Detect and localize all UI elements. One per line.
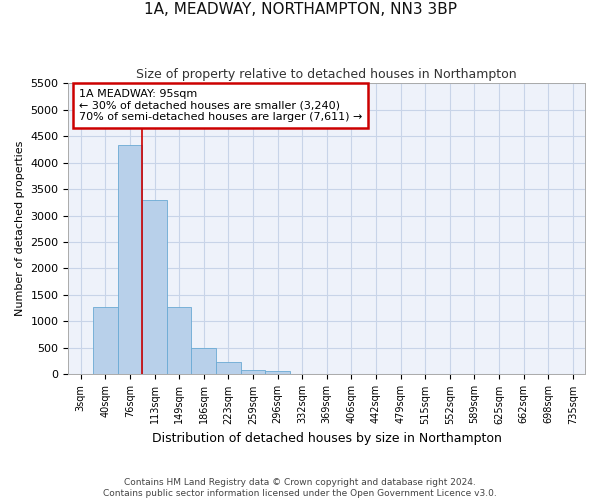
Bar xyxy=(167,306,191,374)
Bar xyxy=(118,145,142,374)
Text: Contains HM Land Registry data © Crown copyright and database right 2024.
Contai: Contains HM Land Registry data © Crown c… xyxy=(103,478,497,498)
Bar xyxy=(191,348,216,374)
Bar xyxy=(216,362,241,374)
Text: 1A, MEADWAY, NORTHAMPTON, NN3 3BP: 1A, MEADWAY, NORTHAMPTON, NN3 3BP xyxy=(143,2,457,18)
Bar xyxy=(241,370,265,374)
Bar xyxy=(142,200,167,374)
Y-axis label: Number of detached properties: Number of detached properties xyxy=(15,141,25,316)
Bar xyxy=(265,372,290,374)
Bar xyxy=(93,307,118,374)
Title: Size of property relative to detached houses in Northampton: Size of property relative to detached ho… xyxy=(136,68,517,80)
X-axis label: Distribution of detached houses by size in Northampton: Distribution of detached houses by size … xyxy=(152,432,502,445)
Text: 1A MEADWAY: 95sqm
← 30% of detached houses are smaller (3,240)
70% of semi-detac: 1A MEADWAY: 95sqm ← 30% of detached hous… xyxy=(79,89,362,122)
